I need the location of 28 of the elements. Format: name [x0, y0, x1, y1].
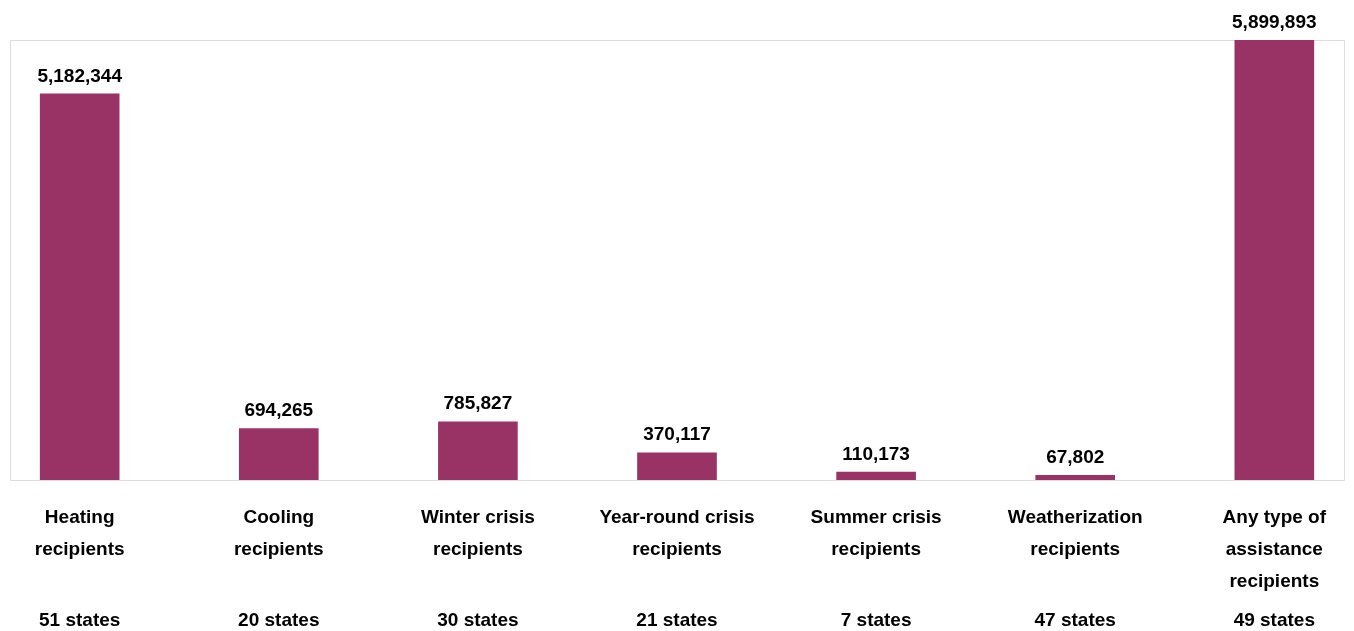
x-tick-label: Year-round crisis recipients	[599, 506, 755, 559]
data-label: 694,265	[244, 399, 314, 421]
text: 30 states	[437, 609, 519, 630]
bar	[1035, 474, 1116, 480]
bar	[836, 471, 916, 480]
bar	[438, 421, 518, 480]
text: 47 states	[1034, 609, 1116, 630]
data-label: 110,173	[842, 442, 910, 464]
x-tick-label: Winter crisis recipients	[420, 506, 535, 559]
bar	[39, 93, 120, 480]
x-tick-label: Heating recipients	[34, 506, 125, 559]
bar	[1234, 40, 1315, 480]
bar	[637, 452, 717, 480]
data-label: 5,182,344	[37, 64, 123, 86]
data-label: 370,117	[643, 423, 711, 445]
x-tick-label: Any type of assistance recipients	[1222, 506, 1327, 591]
text: 21 states	[636, 609, 718, 630]
x-tick-label: Summer crisis recipients	[810, 506, 942, 559]
x-tick-label: Weatherization recipients	[1007, 506, 1143, 559]
data-label: 67,802	[1046, 445, 1105, 467]
text: 51 states	[39, 609, 121, 630]
bar	[238, 428, 319, 480]
text: 49 states	[1233, 609, 1315, 630]
text: 7 states	[840, 609, 912, 630]
x-tick-label: Cooling recipients	[233, 506, 324, 559]
data-label: 5,899,893	[1232, 11, 1317, 32]
text: 20 states	[238, 609, 320, 630]
data-label: 785,827	[443, 392, 513, 414]
